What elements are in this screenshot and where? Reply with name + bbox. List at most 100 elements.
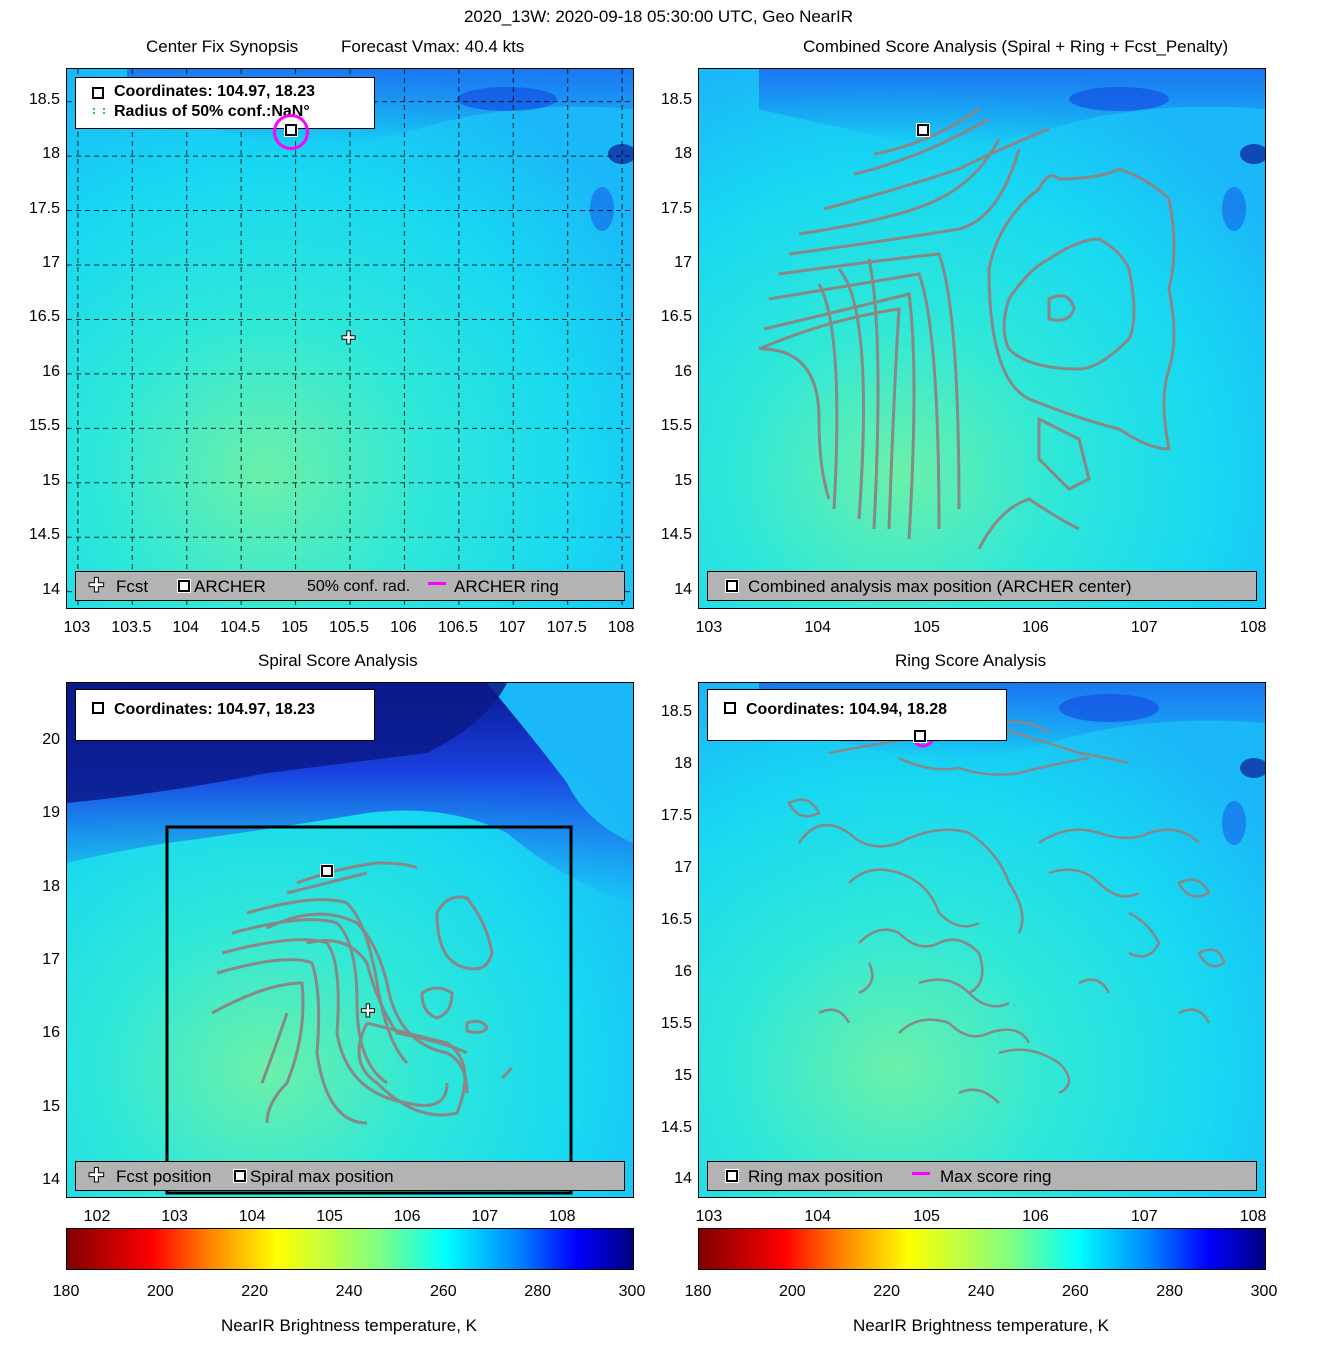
colorbar-left-label: NearIR Brightness temperature, K	[220, 1316, 478, 1335]
combined-title: Combined Score Analysis (Spiral + Ring +…	[803, 37, 1229, 56]
y-tick-label: 18	[674, 755, 692, 773]
x-tick-label: 102	[83, 1208, 111, 1225]
x-tick-label: 106	[390, 619, 417, 636]
legend-fcst-position: Fcst position	[116, 1167, 212, 1186]
x-tick-label: 108	[1239, 619, 1267, 636]
y-tick-label: 14	[42, 1171, 60, 1189]
y-tick-label: 15.5	[28, 417, 60, 435]
x-tick-label: 107	[471, 1208, 499, 1225]
synopsis-subtitle: Forecast Vmax: 40.4 kts	[341, 37, 525, 56]
colorbar-tick-label: 180	[684, 1283, 712, 1300]
x-tick-label: 104	[804, 619, 832, 636]
spiral-info-box: Coordinates: 104.97, 18.23	[75, 689, 375, 741]
x-tick-label: 106	[1022, 619, 1049, 636]
y-tick-label: 16.5	[660, 308, 692, 326]
colorbar-tick-label: 240	[967, 1283, 995, 1300]
y-tick-label: 15	[674, 471, 692, 489]
x-tick-label: 105	[913, 619, 940, 636]
combined-contours	[758, 107, 1176, 550]
y-tick-label: 17.5	[28, 199, 60, 217]
y-tick-label: 16	[42, 1024, 60, 1042]
x-tick-label: 104	[804, 1208, 832, 1225]
legend-combined-max-icon	[726, 580, 738, 592]
colorbar-tick-label: 260	[1061, 1283, 1089, 1300]
y-tick-label: 14	[674, 1170, 692, 1188]
combined-plot: Combined analysis max position (ARCHER c…	[698, 68, 1266, 609]
y-tick-label: 20	[42, 730, 60, 748]
colorbar-tick-label: 220	[241, 1283, 268, 1300]
colorbar-tick-label: 200	[778, 1283, 806, 1300]
colorbar-tick-label: 220	[873, 1283, 900, 1300]
search-box	[165, 825, 573, 1195]
y-tick-label: 17	[674, 254, 692, 271]
ring-info-box: Coordinates: 104.94, 18.28	[707, 689, 1007, 741]
y-tick-label: 15.5	[660, 417, 692, 435]
y-tick-label: 18.5	[660, 90, 692, 108]
center-square-marker-icon	[917, 124, 930, 137]
x-tick-label: 107	[498, 619, 526, 636]
ring-map	[699, 683, 1265, 1197]
fcst-cross-marker-icon: ✚	[340, 328, 357, 349]
colorbar-tick-label: 300	[618, 1283, 646, 1300]
spiral-title: Spiral Score Analysis	[258, 651, 418, 670]
x-tick-label: 103	[63, 619, 91, 636]
y-tick-label: 17	[674, 858, 692, 876]
y-tick-label: 16	[674, 362, 692, 380]
synopsis-title: Center Fix Synopsis	[146, 37, 299, 56]
spiral-marker-icon	[92, 702, 104, 714]
ring-legend: Ring max position Max score ring	[707, 1161, 1257, 1191]
y-tick-label: 16	[674, 962, 692, 980]
spiral-coordinates: Coordinates: 104.97, 18.23	[114, 701, 315, 718]
combined-map	[699, 69, 1265, 608]
legend-fcst: Fcst	[116, 577, 149, 596]
legend-ring-max-icon	[726, 1170, 738, 1182]
x-tick-label: 108	[607, 619, 635, 636]
center-square-marker-icon	[914, 729, 927, 742]
x-tick-label: 106.5	[437, 619, 478, 636]
legend-archer-icon	[178, 580, 190, 592]
legend-archer: ARCHER	[194, 577, 266, 596]
x-tick-label: 103	[695, 1208, 723, 1225]
spiral-map	[67, 683, 633, 1197]
y-tick-label: 19	[42, 804, 60, 822]
legend-combined-max: Combined analysis max position (ARCHER c…	[748, 577, 1132, 596]
legend-ring-line-icon	[428, 582, 446, 585]
y-tick-label: 16.5	[28, 308, 60, 326]
ring-marker-icon	[724, 702, 736, 714]
x-tick-label: 108	[1239, 1208, 1267, 1225]
conf-radius-icon	[93, 108, 105, 114]
y-tick-label: 18	[674, 145, 692, 163]
colorbar-tick-label: 280	[524, 1283, 551, 1300]
y-tick-label: 18.5	[660, 703, 692, 721]
y-tick-label: 14.5	[660, 526, 692, 544]
y-tick-label: 18	[42, 145, 60, 163]
legend-spiral-max: Spiral max position	[250, 1167, 394, 1186]
y-tick-label: 16	[42, 362, 60, 380]
x-tick-label: 103	[695, 619, 723, 636]
x-tick-label: 104	[172, 619, 200, 636]
y-tick-label: 18.5	[28, 90, 60, 108]
center-square-marker-icon	[321, 864, 334, 877]
x-tick-label: 106	[393, 1208, 421, 1225]
y-tick-label: 17.5	[660, 806, 692, 824]
legend-max-score-ring-icon	[912, 1172, 930, 1175]
ring-plot: Coordinates: 104.94, 18.28 Ring max posi…	[698, 682, 1266, 1198]
spiral-legend: ✚ Fcst position Spiral max position	[75, 1161, 625, 1191]
y-tick-label: 14.5	[28, 526, 60, 544]
archer-ring-marker	[273, 114, 310, 151]
x-tick-label: 103	[161, 1208, 188, 1225]
spiral-plot: Coordinates: 104.97, 18.23 ✚ Fcst positi…	[66, 682, 634, 1198]
combined-legend: Combined analysis max position (ARCHER c…	[707, 571, 1257, 601]
colorbar-tick-label: 280	[1156, 1283, 1183, 1300]
y-tick-label: 15	[42, 471, 60, 489]
x-tick-label: 105	[316, 1208, 343, 1225]
colorbar-right	[698, 1228, 1266, 1270]
legend-ring-max: Ring max position	[748, 1167, 884, 1186]
legend-max-score-ring: Max score ring	[940, 1167, 1052, 1186]
colorbar-tick-label: 200	[146, 1283, 174, 1300]
x-tick-label: 107	[1130, 1208, 1158, 1225]
y-tick-label: 15.5	[660, 1014, 692, 1032]
spiral-contours	[211, 861, 514, 1125]
synopsis-coordinates: Coordinates: 104.97, 18.23	[114, 83, 315, 100]
x-tick-label: 107.5	[546, 619, 587, 636]
